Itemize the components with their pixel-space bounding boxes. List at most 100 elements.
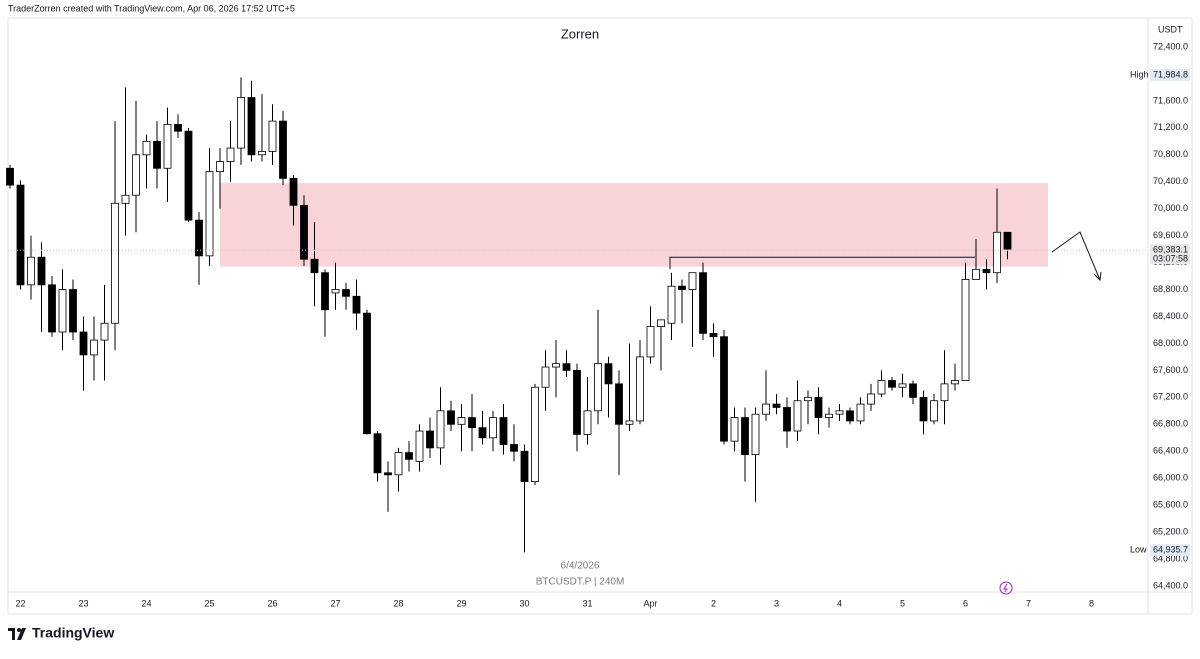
x-tick-label: 7 [1026,598,1031,608]
candle-body [415,430,424,462]
candle-body [363,312,371,435]
x-tick-label: 22 [15,598,25,608]
candle-body [741,417,749,456]
candle-body [310,258,319,274]
y-tick-label: 68,800.0 [1153,284,1188,294]
x-tick-label: 29 [456,598,466,608]
candle-body [835,410,844,415]
candle-body [384,472,392,476]
candle-body [646,326,655,358]
candle-body [48,284,56,333]
watermark-symbol: BTCUSDT.P | 240M [536,577,625,588]
candle-body [352,295,361,314]
candle-body [940,383,949,402]
candle-body [174,124,182,132]
level-line [669,256,975,270]
candle-body [1003,231,1012,250]
y-tick-label: 64,800.0 [1153,553,1188,563]
candle-body [730,417,739,442]
candle-body [279,120,287,179]
x-tick-label: 28 [393,598,403,608]
candle-body [846,410,854,422]
x-tick-label: 4 [837,598,842,608]
candle-body [877,380,886,395]
high_marker-bg [1150,68,1190,81]
candle-body [121,194,130,204]
candle-body [58,289,67,333]
low_marker-label: Low [1130,544,1147,554]
y-unit: USDT [1158,24,1183,34]
candle-body [951,380,959,385]
candle-body [520,450,529,482]
candle-body [499,417,508,445]
y-tick-label: 70,000.0 [1153,203,1188,213]
price-label-bg [1150,244,1190,265]
candle-body [342,289,350,297]
candle-body [919,396,928,422]
candle-body [573,369,581,435]
candle-body [132,154,140,196]
x-tick-label: 27 [330,598,340,608]
logo-text: TradingView [32,625,114,641]
candle-body [709,332,718,338]
candle-body [111,202,119,324]
candle-body [321,272,329,311]
x-tick-label: 24 [141,598,151,608]
x-tick-label: 3 [774,598,779,608]
high_marker-value: 71,984.8 [1153,69,1188,79]
candle-body [468,417,476,429]
candle-body [720,336,728,442]
frame [7,17,1193,615]
y-tick-label: 71,200.0 [1153,122,1188,132]
candle-body [331,289,340,294]
candle-body [426,430,434,449]
candle-body [90,339,98,356]
low_marker-bg [1150,543,1190,556]
y-tick-label: 70,800.0 [1153,149,1188,159]
candle-body [783,407,791,432]
candle-body [457,417,466,425]
candle-body [268,120,277,152]
candle-body [258,151,266,156]
candle-body [793,400,802,432]
candle-body [594,363,602,412]
x-tick-label: 6 [963,598,968,608]
candle-body [909,383,917,398]
y-tick-label: 66,800.0 [1153,419,1188,429]
y-tick-label: 66,000.0 [1153,473,1188,483]
candle-body [531,386,539,482]
candle-body [489,417,497,439]
forecast-arrow [1051,231,1102,282]
candle-body [142,140,151,156]
candle-body [226,147,235,162]
candle-body [993,231,1001,274]
y-tick-label: 71,600.0 [1153,95,1188,105]
logo: TradingView [8,625,114,641]
candle-body [552,363,560,368]
candle-body [825,413,833,418]
candle-body [195,219,203,257]
candle-body [982,268,991,274]
candle-body [604,363,613,385]
candle-body [247,97,256,156]
y-tick-label: 72,400.0 [1153,41,1188,51]
watermark-date: 6/4/2026 [561,561,600,572]
candle-body [541,366,550,388]
candle-body [6,167,14,186]
candle-body [394,452,403,476]
y-tick-label: 70,400.0 [1153,176,1188,186]
x-tick-label: 26 [267,598,277,608]
candle-body [289,177,298,206]
price-label: 69,383.1 [1153,245,1188,255]
x-tick-label: 5 [900,598,905,608]
header: TraderZorren created with TradingView.co… [8,3,295,13]
candle-body [163,124,172,169]
candle-body [699,272,707,334]
candle-body [583,410,592,435]
candle-body [961,279,970,381]
candle-body [804,396,812,402]
y-tick-label: 65,200.0 [1153,526,1188,536]
candle-body [657,319,665,328]
candle-body [79,331,88,356]
